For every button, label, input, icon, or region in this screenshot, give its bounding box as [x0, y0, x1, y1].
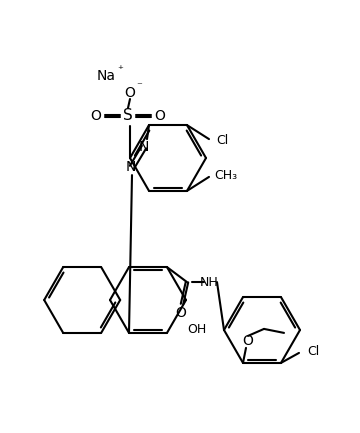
- Text: ⁺: ⁺: [117, 65, 123, 75]
- Text: NH: NH: [200, 275, 219, 288]
- Text: O: O: [243, 334, 253, 348]
- Text: N: N: [126, 160, 136, 174]
- Text: O: O: [154, 109, 166, 123]
- Text: S: S: [123, 109, 133, 123]
- Text: ⁻: ⁻: [136, 81, 142, 91]
- Text: OH: OH: [187, 323, 206, 336]
- Text: O: O: [125, 86, 135, 100]
- Text: O: O: [176, 306, 186, 320]
- Text: Cl: Cl: [307, 346, 319, 359]
- Text: Cl: Cl: [216, 134, 228, 147]
- Text: Na: Na: [96, 69, 116, 83]
- Text: CH₃: CH₃: [214, 169, 237, 182]
- Text: N: N: [139, 140, 149, 154]
- Text: O: O: [91, 109, 102, 123]
